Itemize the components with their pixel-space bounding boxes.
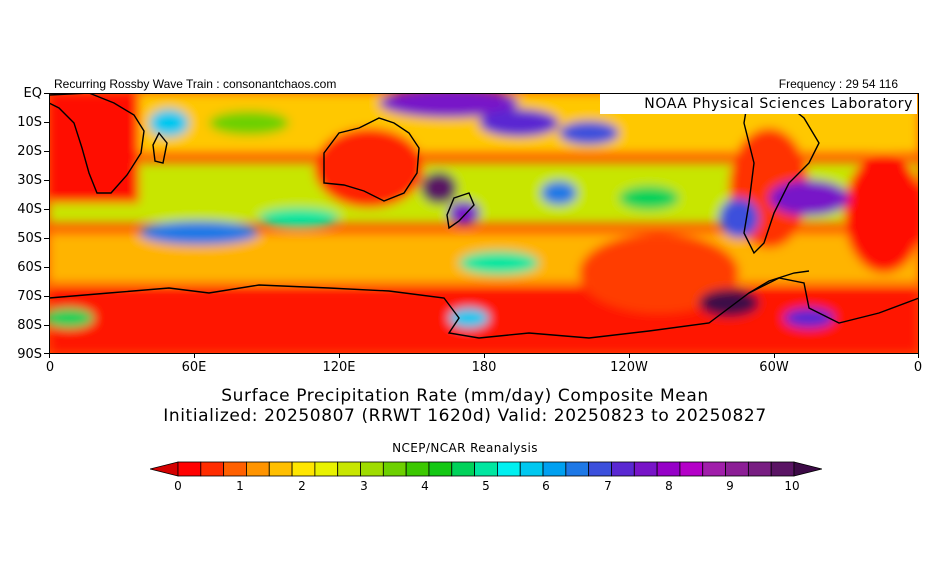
colorbar-cell — [360, 461, 384, 477]
colorbar-label-2: 2 — [298, 479, 306, 493]
south-america-coast — [743, 93, 820, 255]
map-frame — [49, 93, 919, 354]
colorbar-label-10: 10 — [784, 479, 800, 493]
madagascar-coast — [152, 131, 168, 164]
colorbar-cell — [337, 461, 361, 477]
colorbar-cell — [747, 461, 772, 477]
colorbar-cell — [314, 461, 339, 477]
antarctica-coast — [49, 277, 919, 339]
colorbar-cell — [725, 461, 749, 477]
colorbar-cell — [497, 461, 521, 477]
colorbar-cell — [770, 461, 795, 477]
africa-coast — [49, 93, 145, 194]
precipitation-map: NOAA Physical Sciences Laboratory — [49, 93, 919, 354]
lat-label-90s: 90S — [17, 347, 42, 362]
header-left-text: Recurring Rossby Wave Train : consonantc… — [54, 77, 337, 91]
noaa-credit: NOAA Physical Sciences Laboratory — [600, 94, 917, 114]
lat-label-eq: EQ — [23, 86, 42, 101]
lon-tick — [49, 353, 50, 358]
lon-tick — [918, 353, 919, 358]
lon-tick — [339, 353, 340, 358]
lon-label-180: 180 — [471, 360, 497, 375]
colorbar-cell — [177, 461, 202, 477]
lon-label-0: 0 — [45, 360, 55, 375]
lon-tick — [629, 353, 630, 358]
colorbar-cell — [405, 461, 430, 477]
colorbar-label-5: 5 — [482, 479, 490, 493]
lat-tick — [44, 122, 49, 123]
colorbar — [150, 461, 822, 477]
antarctic-peninsula — [748, 270, 810, 294]
lat-label-20s: 20S — [17, 144, 42, 159]
lat-tick — [44, 353, 49, 354]
colorbar-cell — [565, 461, 590, 477]
lat-tick — [44, 325, 49, 326]
colorbar-cell — [474, 461, 498, 477]
lat-label-30s: 30S — [17, 173, 42, 188]
plot-title-line1: Surface Precipitation Rate (mm/day) Comp… — [221, 386, 709, 406]
colorbar-label-8: 8 — [665, 479, 673, 493]
colorbar-cell — [291, 461, 316, 477]
colorbar-cell — [246, 461, 270, 477]
new-zealand-coast — [446, 192, 475, 230]
colorbar-cell — [451, 461, 475, 477]
colorbar-cell — [611, 461, 635, 477]
lat-label-10s: 10S — [17, 115, 42, 130]
lon-tick — [774, 353, 775, 358]
colorbar-cell — [382, 461, 407, 477]
lat-tick — [44, 93, 49, 94]
colorbar-label-4: 4 — [421, 479, 429, 493]
colorbar-label-1: 1 — [236, 479, 244, 493]
lon-label-120e: 120E — [322, 360, 356, 375]
lon-tick — [194, 353, 195, 358]
lat-label-80s: 80S — [17, 318, 42, 333]
colorbar-cell — [268, 461, 293, 477]
colorbar-label-0: 0 — [174, 479, 182, 493]
lat-tick — [44, 209, 49, 210]
colorbar-label-3: 3 — [360, 479, 368, 493]
lat-label-70s: 70S — [17, 289, 42, 304]
colorbar-cells — [150, 461, 822, 477]
colorbar-cell — [542, 461, 567, 477]
colorbar-cell — [679, 461, 704, 477]
lat-tick — [44, 238, 49, 239]
lat-tick — [44, 151, 49, 152]
colorbar-cell-under — [150, 461, 179, 477]
colorbar-cell — [428, 461, 453, 477]
lon-tick — [484, 353, 485, 358]
colorbar-cell — [633, 461, 658, 477]
australia-coast — [323, 117, 420, 202]
lat-label-40s: 40S — [17, 202, 42, 217]
colorbar-label-6: 6 — [542, 479, 550, 493]
lat-tick — [44, 267, 49, 268]
lat-label-50s: 50S — [17, 231, 42, 246]
colorbar-label-9: 9 — [726, 479, 734, 493]
colorbar-cell — [656, 461, 681, 477]
plot-title-line2: Initialized: 20250807 (RRWT 1620d) Valid… — [163, 406, 767, 426]
data-source: NCEP/NCAR Reanalysis — [392, 441, 538, 455]
colorbar-cell-over — [793, 461, 822, 477]
colorbar-cell — [200, 461, 225, 477]
lat-tick — [44, 296, 49, 297]
colorbar-cell — [588, 461, 612, 477]
colorbar-cell — [223, 461, 247, 477]
colorbar-cell — [519, 461, 544, 477]
lat-label-60s: 60S — [17, 260, 42, 275]
lon-label-120w: 120W — [610, 360, 648, 375]
coastlines — [49, 93, 919, 339]
lat-tick — [44, 180, 49, 181]
lon-label-60e: 60E — [181, 360, 207, 375]
colorbar-cell — [702, 461, 726, 477]
lon-label-0-end: 0 — [913, 360, 923, 375]
colorbar-label-7: 7 — [604, 479, 612, 493]
lon-label-60w: 60W — [759, 360, 789, 375]
header-right-text: Frequency : 29 54 116 — [778, 77, 898, 91]
